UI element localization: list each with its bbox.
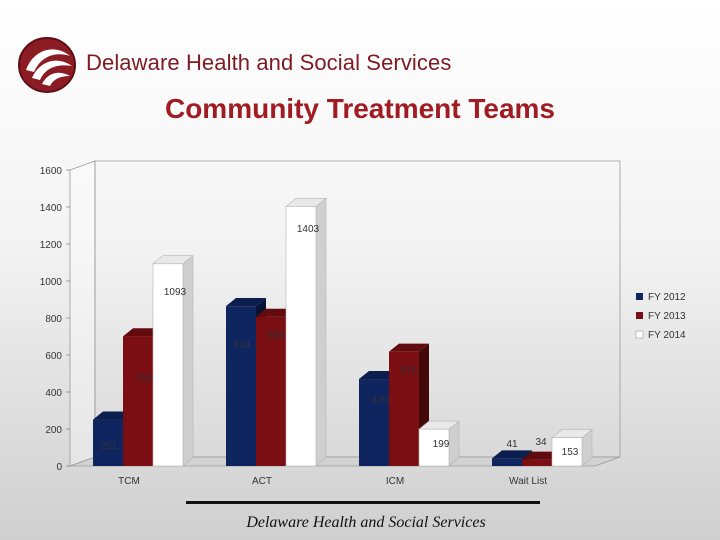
y-tick-label: 1600 [40, 166, 63, 177]
x-category-label: ACT [252, 476, 272, 487]
bar-fy-2014-tcm [152, 263, 184, 467]
data-label: 1093 [164, 287, 187, 298]
footer-text: Delaware Health and Social Services [246, 514, 486, 531]
dhss-logo-icon [18, 37, 76, 93]
data-label: 251 [101, 441, 118, 452]
bar-top [226, 298, 266, 307]
y-tick-label: 200 [45, 425, 62, 436]
org-name: Delaware Health and Social Services [86, 50, 452, 75]
y-tick-label: 600 [45, 351, 62, 362]
legend-label: FY 2014 [648, 330, 686, 341]
data-label: 1403 [297, 224, 320, 235]
chart-side-wall [69, 160, 96, 467]
legend-label: FY 2012 [648, 292, 686, 303]
y-tick-label: 1000 [40, 277, 63, 288]
bar-fy-2013-icm [389, 351, 419, 466]
bar-fy-2013-act [256, 316, 286, 466]
bar-fy-2012-icm [359, 379, 389, 466]
x-category-label: TCM [118, 476, 140, 487]
data-label: 470 [372, 395, 389, 406]
legend-swatch [636, 293, 643, 300]
y-tick-label: 0 [56, 462, 62, 473]
data-label: 34 [535, 437, 547, 448]
data-label: 199 [433, 439, 450, 450]
chart-title: Community Treatment Teams [164, 93, 556, 124]
legend-swatch [635, 330, 644, 339]
y-tick-label: 800 [45, 314, 62, 325]
x-category-label: ICM [386, 476, 404, 487]
bar-fy-2012-tcm [93, 419, 123, 466]
data-label: 701 [136, 373, 153, 384]
x-category-label: Wait List [509, 476, 547, 487]
bar-fy-2014-wait-list [551, 437, 583, 467]
bar-top [389, 343, 429, 352]
bar-side [315, 197, 327, 467]
y-tick-label: 1200 [40, 240, 63, 251]
data-label: 864 [234, 340, 251, 351]
footer-divider [186, 501, 540, 504]
bar-fy-2012-wait-list [492, 458, 522, 466]
bar-fy-2013-tcm [123, 336, 153, 466]
legend-label: FY 2013 [648, 311, 686, 322]
bar-fy-2013-wait-list [522, 459, 552, 466]
data-label: 153 [562, 447, 579, 458]
bar-top [492, 450, 532, 459]
bar-fy-2014-icm [418, 428, 450, 467]
data-label: 806 [268, 330, 285, 341]
y-tick-label: 1400 [40, 203, 63, 214]
legend-swatch [636, 312, 643, 319]
data-label: 618 [401, 365, 418, 376]
bar-fy-2014-act [285, 206, 317, 467]
bar-fy-2012-act [226, 306, 256, 466]
y-tick-label: 400 [45, 388, 62, 399]
data-label: 41 [506, 439, 518, 450]
